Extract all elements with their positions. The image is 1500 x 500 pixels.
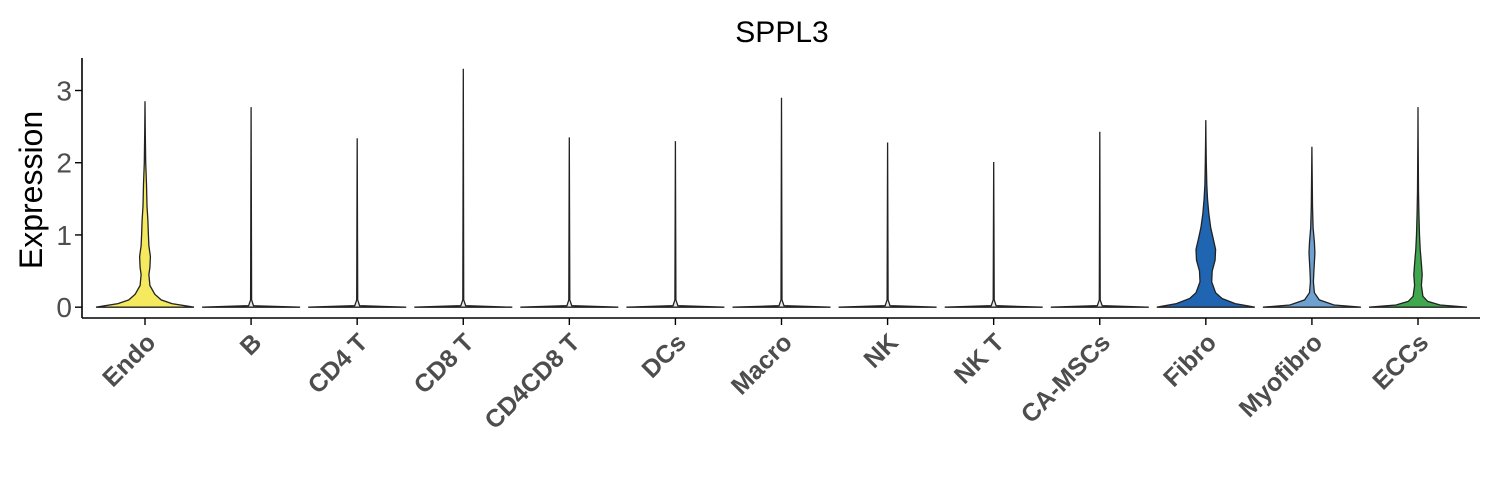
x-tick-label: ECCs <box>1367 328 1434 395</box>
x-tick-label: Endo <box>97 328 161 392</box>
x-tick-label: CD4 T <box>303 328 374 399</box>
chart-title: SPPL3 <box>735 16 828 49</box>
violin-fibro <box>1156 120 1255 308</box>
violin-myofibro <box>1262 146 1361 308</box>
x-tick-label: Macro <box>726 328 798 400</box>
y-tick-label: 0 <box>56 292 72 323</box>
x-tick-label: Myofibro <box>1234 328 1328 422</box>
x-tick-label: CA-MSCs <box>1016 328 1116 428</box>
x-tick-label: CD4CD8 T <box>479 328 585 434</box>
x-tick-label: Fibro <box>1158 328 1222 392</box>
y-axis: 0 1 2 3 <box>56 58 83 323</box>
violin-nk <box>838 142 937 308</box>
violin-cd4cd8-t <box>520 137 619 308</box>
violin-endo <box>95 101 195 308</box>
y-axis-label: Expression <box>13 111 49 269</box>
x-axis: Endo B CD4 T CD8 T CD4CD8 T DCs Macro NK NK T CA-… <box>82 317 1480 435</box>
y-tick-label: 1 <box>56 220 72 251</box>
violin-group <box>95 68 1468 308</box>
x-tick-label: CD8 T <box>409 328 480 399</box>
x-tick-label: B <box>235 328 268 361</box>
violin-cd4-t <box>308 138 407 308</box>
violin-macro <box>732 97 831 308</box>
violin-ca-mscs <box>1050 131 1149 308</box>
x-tick-label: NK T <box>949 328 1010 389</box>
violin-dcs <box>626 141 725 308</box>
y-tick-label: 3 <box>56 76 72 107</box>
violin-b <box>202 107 301 308</box>
x-tick-label: NK <box>858 328 903 373</box>
x-tick-label: DCs <box>636 328 691 383</box>
y-tick-label: 2 <box>56 148 72 179</box>
violin-eccs <box>1368 107 1468 308</box>
violin-nk-t <box>944 161 1043 308</box>
violin-cd8-t <box>414 68 513 308</box>
